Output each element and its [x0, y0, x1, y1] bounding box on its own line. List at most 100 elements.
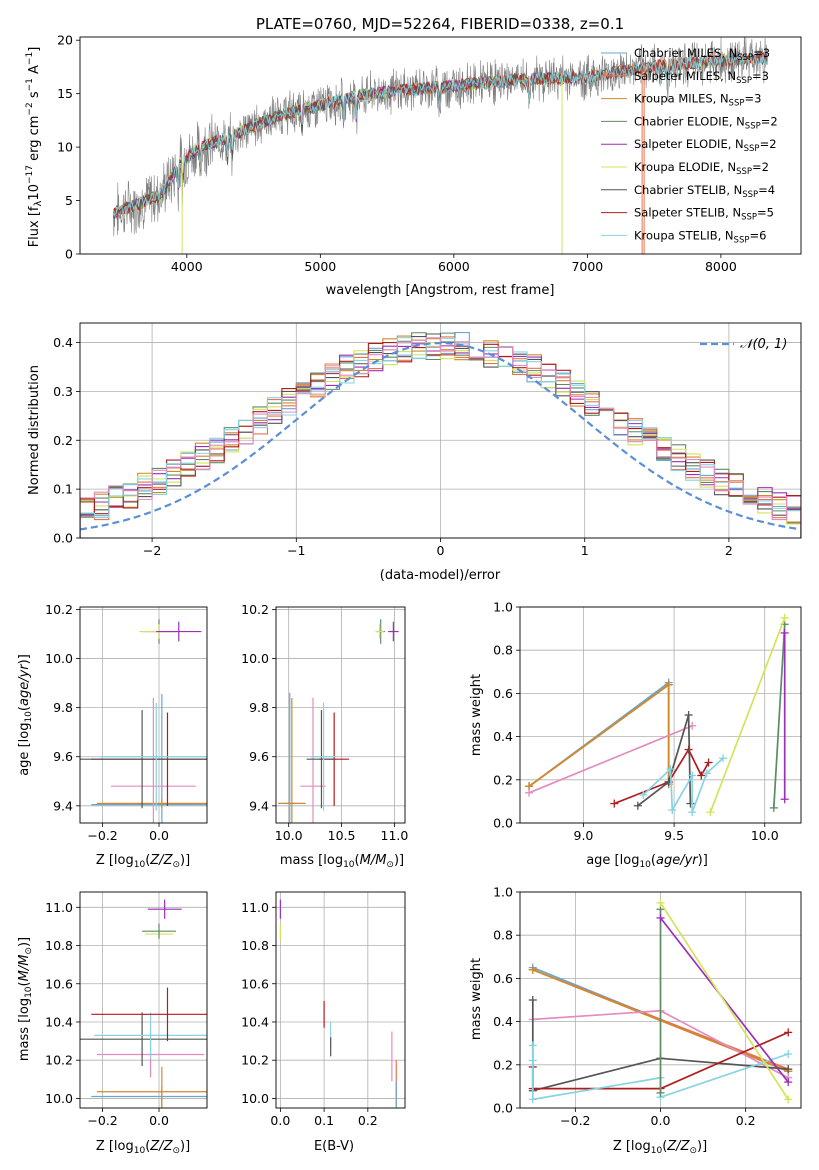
- plot-area: [112, 37, 768, 254]
- y-tick-label: 9.6: [249, 749, 269, 764]
- legend-value: =3: [753, 46, 770, 60]
- axes-frame: [519, 606, 802, 824]
- x-tick-label: 9.5: [664, 828, 684, 843]
- y-tick-label: 0.1: [53, 482, 73, 497]
- y-tick-label: 0.8: [493, 928, 513, 943]
- mass-age-xlabel: mass [log10(M/M⊙)]: [280, 853, 404, 870]
- residuals-panel: −2 −1 0 1 2 0.0 0.1 0.2 0.3 0.4 𝒩(0, 1): [53, 322, 802, 558]
- spectrum-panel: 4000 5000 6000 7000 8000 0 5 10 15 20 Chabrier MIL…: [57, 33, 802, 274]
- mass-age-panel: 10.0 10.5 11.0 9.4 9.6 9.8 10.0 10.2: [241, 602, 409, 843]
- legend-value: =3: [752, 69, 769, 83]
- weight-line: [772, 624, 786, 808]
- z-weight-panel: −0.2 0.0 0.2 0.0 0.2 0.4 0.6 0.8 1.0: [493, 885, 802, 1128]
- z-weight-xlabel: Z [log10(Z/Z⊙)]: [613, 1139, 707, 1156]
- legend-subscript: SSP: [736, 167, 752, 177]
- x-tick-label: 10.0: [751, 828, 779, 843]
- ebv-mass-xlabel: E(B-V): [314, 1139, 354, 1154]
- model-spectrum-line: [113, 52, 768, 219]
- legend-subscript: SSP: [742, 190, 758, 200]
- spectrum-title: PLATE=0760, MJD=52264, FIBERID=0338, z=0…: [256, 15, 624, 33]
- y-tick-label: 10.0: [45, 651, 73, 666]
- x-tick-label: −2: [143, 543, 161, 558]
- legend-entry: Salpeter ELODIE, NSSP=2: [634, 137, 777, 154]
- y-tick-label: 10.8: [45, 938, 73, 953]
- x-tick-label: 10.0: [275, 828, 303, 843]
- plot-area: [80, 619, 207, 823]
- axes-frame: [519, 891, 802, 1109]
- x-tick-label: 1: [581, 543, 589, 558]
- z-weight-ylabel: mass weight: [469, 958, 484, 1040]
- legend-subscript: SSP: [737, 53, 753, 63]
- x-tick-label: −0.2: [87, 1113, 117, 1128]
- y-tick-label: 9.8: [53, 700, 73, 715]
- x-tick-label: 11.0: [381, 828, 409, 843]
- plot-area: [80, 332, 801, 538]
- y-tick-label: 0.0: [493, 1101, 513, 1116]
- y-tick-label: 10.8: [241, 938, 269, 953]
- weight-line: [637, 714, 692, 807]
- y-tick-label: 9.6: [53, 749, 73, 764]
- y-tick-label: 10.2: [241, 602, 269, 617]
- axes-frame: [275, 891, 406, 1109]
- x-tick-label: 0.2: [736, 1113, 756, 1128]
- plot-area: [278, 619, 399, 823]
- x-tick-label: 0.0: [651, 1113, 671, 1128]
- age-weight-ylabel: mass weight: [469, 674, 484, 756]
- y-tick-label: 10.2: [45, 602, 73, 617]
- legend-subscript: SSP: [745, 121, 761, 131]
- plot-area: [525, 613, 789, 817]
- z-mass-xlabel: Z [log10(Z/Z⊙)]: [96, 1139, 190, 1156]
- legend-subscript: SSP: [741, 213, 757, 223]
- y-tick-label: 5: [65, 193, 73, 208]
- x-tick-label: 6000: [438, 259, 470, 274]
- y-tick-label: 10.0: [241, 651, 269, 666]
- y-tick-label: 20: [57, 33, 73, 48]
- axes-frame: [275, 606, 406, 824]
- axes-frame: [79, 891, 208, 1109]
- model-spectrum-line: [112, 52, 768, 217]
- x-tick-label: 2: [725, 543, 733, 558]
- y-tick-label: 0.2: [53, 433, 73, 448]
- legend-entry: 𝒩(0, 1): [740, 337, 787, 352]
- legend-subscript: SSP: [736, 76, 752, 86]
- legend-value: =6: [749, 228, 766, 242]
- y-tick-label: 1.0: [493, 600, 513, 615]
- age-weight-panel: 9.0 9.5 10.0 0.0 0.2 0.4 0.6 0.8 1.0: [493, 600, 802, 843]
- legend-value: =3: [744, 92, 761, 106]
- y-tick-label: 0.6: [493, 686, 513, 701]
- residuals-ylabel: Normed distribution: [27, 365, 42, 495]
- weight-line: [659, 902, 789, 1100]
- axes-frame: [79, 606, 208, 824]
- y-tick-label: 10.0: [241, 1091, 269, 1106]
- legend-value: =2: [752, 160, 769, 174]
- x-tick-label: 10.5: [328, 828, 356, 843]
- y-tick-label: 1.0: [493, 885, 513, 900]
- y-tick-label: 9.8: [249, 700, 269, 715]
- z-age-ylabel: age [log10(age/yr)]: [17, 654, 34, 776]
- y-tick-label: 0.2: [493, 772, 513, 787]
- legend-subscript: SSP: [744, 144, 760, 154]
- y-tick-label: 0.4: [493, 729, 513, 744]
- x-tick-label: 7000: [571, 259, 603, 274]
- y-tick-label: 0.0: [53, 531, 73, 546]
- y-tick-label: 10: [57, 140, 73, 155]
- residuals-xlabel: (data-model)/error: [380, 568, 501, 583]
- axes-frame: [79, 36, 802, 255]
- legend-value: =2: [761, 114, 778, 128]
- y-tick-label: 10.6: [241, 976, 269, 991]
- spectrum-ylabel: Flux [fλ10−17 erg cm−2 s−1 A−1]: [25, 47, 44, 248]
- z-mass-panel: −0.2 0.0 10.0 10.2 10.4 10.6 10.8 11.0: [45, 891, 208, 1128]
- z-age-panel: −0.2 0.0 9.4 9.6 9.8 10.0 10.2: [45, 602, 208, 843]
- legend-entry: Kroupa STELIB, NSSP=6: [634, 228, 766, 245]
- weight-line: [528, 683, 670, 787]
- x-tick-label: −1: [287, 543, 305, 558]
- legend-subscript: SSP: [729, 99, 745, 109]
- y-tick-label: 9.4: [249, 798, 269, 813]
- legend-value: =5: [757, 206, 774, 220]
- x-tick-label: 0.0: [149, 828, 169, 843]
- x-tick-label: −0.2: [87, 828, 117, 843]
- x-tick-label: 0.0: [149, 1113, 169, 1128]
- plot-area: [279, 899, 397, 1108]
- weight-line: [642, 757, 724, 813]
